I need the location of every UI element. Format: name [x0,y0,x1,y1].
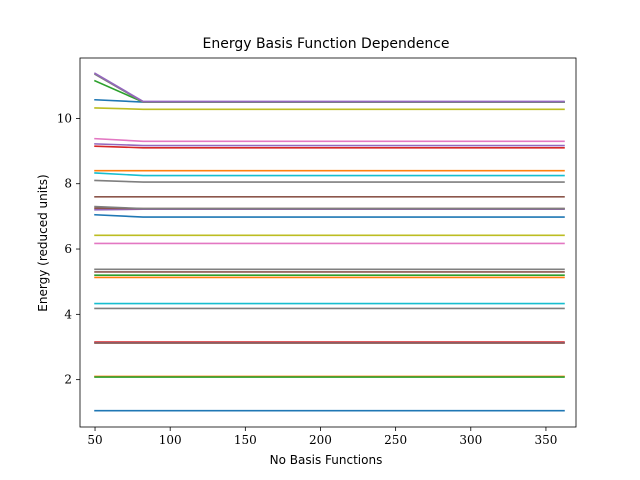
chart-title: Energy Basis Function Dependence [202,36,449,52]
series-line-30 [93,72,565,103]
plot-frame [79,57,577,428]
axes-layer: 50 100 150 200 250 300 350 2 4 6 8 10 [57,57,577,447]
x-tick-label: 350 [534,433,557,447]
series-line-18 [94,205,565,210]
y-tick-label: 10 [57,111,72,125]
series-line-26 [94,107,565,111]
series-line-21 [94,172,565,177]
y-tick-label: 4 [64,307,72,321]
series-line-24 [94,143,565,147]
series-line-20 [94,179,565,183]
x-tick-label: 150 [234,433,257,447]
y-tick-label: 8 [64,177,72,191]
series-line-23 [94,145,565,149]
x-tick-label: 50 [87,433,102,447]
series-line-25 [94,137,565,143]
x-tick-label: 250 [384,433,407,447]
x-tick-label: 100 [159,433,182,447]
x-tick-label: 300 [459,433,482,447]
x-axis-label: No Basis Functions [270,453,383,467]
y-tick-label: 6 [64,242,72,256]
x-tick-label: 200 [309,433,332,447]
y-tick-label: 2 [64,373,72,387]
y-axis-label: Energy (reduced units) [36,174,50,311]
series-line-15 [94,213,565,218]
series-layer [93,72,565,412]
